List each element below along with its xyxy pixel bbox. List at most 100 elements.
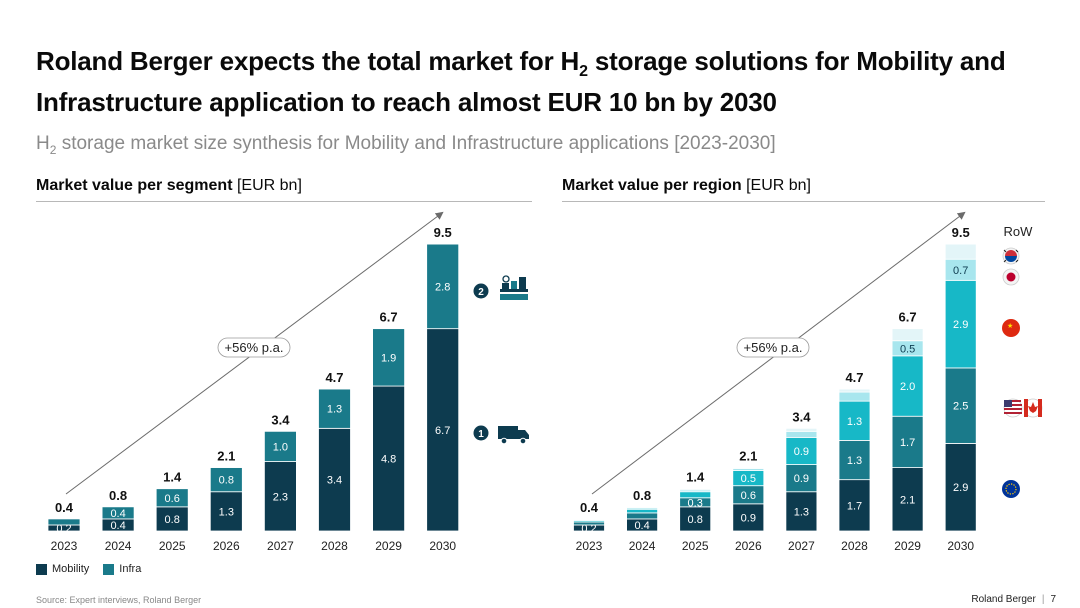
region-x-tick: 2028 [841,539,868,553]
segment-data-label: 1.3 [327,404,342,416]
region-data-label: 0.8 [688,514,703,526]
region-data-label: 2.1 [900,494,915,506]
truck-icon [498,426,529,445]
segment-data-label: 0.4 [110,508,125,520]
segment-bar-2026-s1 [209,467,243,493]
region-data-label: 1.3 [794,506,809,518]
region-bar-2025-s2 [679,491,712,499]
segment-data-label: 1.0 [273,441,288,453]
region-data-label: 0.4 [634,520,649,532]
region-data-label: 0.9 [794,446,809,458]
region-x-tick: 2029 [894,539,921,553]
region-data-label: 0.3 [688,497,703,509]
segment-bar-2023-s1 [47,518,81,526]
region-bar-2028-s0 [838,479,871,532]
segment-bar-2030-s0 [426,328,460,532]
region-x-tick: 2026 [735,539,762,553]
region-data-label: 1.3 [847,416,862,428]
segment-x-tick: 2024 [105,539,132,553]
segment-total-label: 4.7 [325,370,343,385]
segment-marker-2: 2 [473,283,489,299]
segment-data-label: 0.2 [56,523,71,535]
region-total-label: 9.5 [952,225,970,240]
segment-total-label: 1.4 [163,470,182,485]
segment-data-label: 6.7 [435,425,450,437]
canada-flag-icon [1023,398,1043,418]
segment-x-tick: 2027 [267,539,294,553]
region-data-label: 0.5 [900,343,915,355]
region-bar-2030-s2 [944,279,977,369]
region-bar-2030-s0 [944,443,977,532]
region-x-tick: 2030 [947,539,974,553]
region-bar-2028-s4 [838,388,871,393]
region-bar-2027-s4 [785,427,818,432]
segment-total-label: 2.1 [217,449,235,464]
segment-marker-1: 1 [473,425,489,441]
region-bar-2027-s3 [785,430,818,438]
region-total-label: 0.4 [580,500,599,515]
svg-text:+56% p.a.: +56% p.a. [225,340,284,355]
segment-total-label: 6.7 [380,310,398,325]
region-growth-annotation: +56% p.a. [736,337,810,358]
segment-bar-2029-s0 [372,385,406,532]
segment-data-label: 1.9 [381,352,396,364]
segment-growth-annotation: +56% p.a. [217,337,291,358]
segment-total-label: 3.4 [271,412,290,427]
region-data-label: 2.0 [900,381,915,393]
region-bar-2027-s2 [785,436,818,465]
region-total-label: 6.7 [899,310,917,325]
region-data-label: 2.9 [953,482,968,494]
segment-data-label: 0.8 [219,475,234,487]
region-data-label: 1.7 [847,500,862,512]
segment-data-label: 2.8 [435,281,450,293]
region-data-label: 0.2 [581,523,596,535]
source-note: Source: Expert interviews, Roland Berger [36,595,202,605]
region-bar-2027-s1 [785,464,818,493]
station-icon [500,275,528,300]
svg-text:+56% p.a.: +56% p.a. [744,340,803,355]
region-bar-2029-s2 [891,355,924,417]
japan-flag-icon [1002,268,1020,286]
region-bar-2029-s1 [891,415,924,468]
segment-x-tick: 2028 [321,539,348,553]
region-bar-2024-s4 [626,506,658,509]
region-total-label: 0.8 [633,488,651,503]
region-bar-2030-s1 [944,367,977,444]
segment-bar-2029-s1 [372,328,406,387]
segment-data-label: 0.8 [165,514,180,526]
segment-panel-title: Market value per segment [EUR bn] [36,177,532,202]
segment-bar-2025-s0 [155,506,189,532]
segment-total-label: 0.8 [109,488,127,503]
segment-x-tick: 2025 [159,539,186,553]
region-data-label: 0.9 [741,512,756,524]
region-total-label: 1.4 [686,470,705,485]
region-bar-2026-s4 [732,467,765,469]
region-data-label: 1.3 [847,455,862,467]
region-data-label: 2.5 [953,401,968,413]
segment-bar-2028-s0 [318,427,351,532]
region-bar-2028-s2 [838,400,871,441]
eu-flag-icon [1002,480,1020,498]
region-bar-2025-s0 [679,506,712,532]
segment-bar-2027-s0 [263,461,297,532]
region-x-tick: 2024 [629,539,656,553]
region-data-label: 2.9 [953,319,968,331]
region-data-label: 0.9 [794,473,809,485]
korea-flag-icon [1002,247,1020,265]
segment-x-tick: 2030 [429,539,456,553]
page-title: Roland Berger expects the total market f… [36,46,1006,118]
footer: Roland Berger | 7 [971,594,1056,605]
segment-bar-2027-s1 [263,430,297,462]
segment-data-label: 2.3 [273,491,288,503]
china-flag-icon: ★ [1002,319,1020,337]
region-x-tick: 2025 [682,539,709,553]
svg-text:★: ★ [1007,322,1013,330]
region-bar-2028-s3 [838,391,871,402]
region-data-label: 0.5 [741,473,756,485]
region-data-label: 0.7 [953,265,968,277]
region-total-label: 4.7 [845,370,863,385]
segment-total-label: 9.5 [434,225,452,240]
svg-text:2: 2 [478,287,484,298]
legend-item-mobility: Mobility [36,563,89,575]
